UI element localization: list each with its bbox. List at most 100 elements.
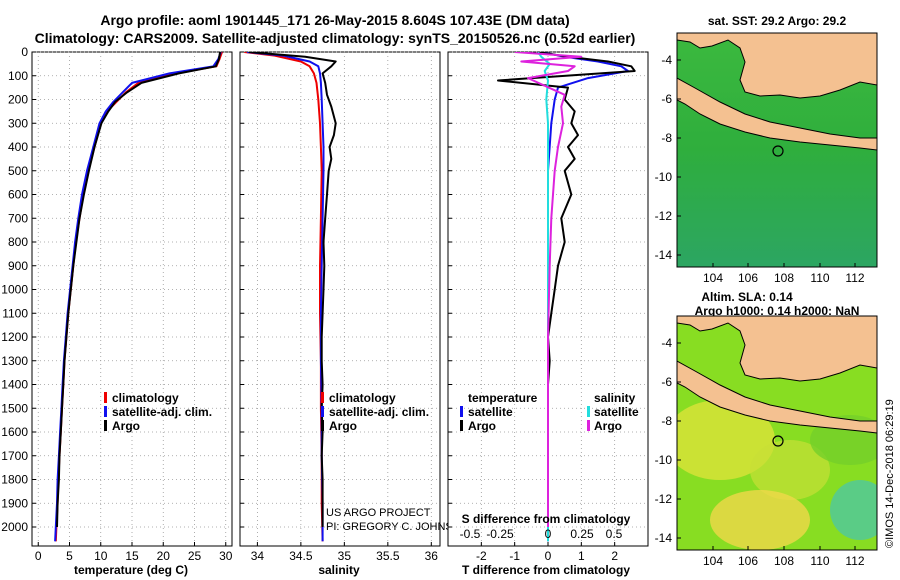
xtick-label: 30 [219, 549, 233, 563]
ytick-label: 700 [8, 211, 28, 225]
legend-s-argo-label: Argo [594, 419, 622, 433]
legend2-climatology-swatch [321, 392, 324, 403]
top-xtick-label: 0.5 [606, 527, 623, 541]
ytick-label: 1600 [1, 425, 28, 439]
sla-map-frame [676, 315, 878, 551]
depth-tick-labels: 0 100 200 300 400 500 600 700 800 900 1000 1100 1200… [1, 45, 28, 534]
xtick-label: -1 [509, 549, 520, 563]
map-xtick-label: 108 [774, 271, 794, 285]
ytick-label: 1700 [1, 449, 28, 463]
legend-temperature-title: temperature [468, 391, 538, 405]
ytick-label: 1100 [2, 306, 28, 320]
difference-legend: temperature satellite Argo salinity sate… [460, 391, 639, 433]
legend2-argo-swatch [321, 420, 324, 431]
sla-high-patch-1 [677, 400, 775, 480]
legend-t-satellite-swatch [460, 406, 463, 417]
ytick-label: 400 [8, 140, 28, 154]
xtick-label: -2 [476, 549, 487, 563]
ytick-label: 600 [8, 188, 28, 202]
map-ytick-label: -10 [655, 453, 673, 467]
ytick-label: 1300 [1, 354, 28, 368]
xtick-label: 10 [94, 549, 108, 563]
series-argo [56, 52, 222, 528]
ytick-label: 1500 [1, 401, 28, 415]
sst-map-title: sat. SST: 29.2 Argo: 29.2 [708, 14, 847, 28]
legend-argo-label: Argo [112, 419, 140, 433]
sst-land-borneo [677, 33, 877, 98]
xtick-label: 5 [66, 549, 73, 563]
ytick-label: 200 [8, 93, 28, 107]
sla-map-title-line1: Altim. SLA: 0.14 [701, 290, 793, 304]
legend-satellite-swatch [104, 406, 107, 417]
legend-s-satellite-swatch [587, 406, 590, 417]
s-difference-tick-labels: -0.5 -0.25 0 0.25 0.5 [460, 527, 623, 541]
xtick-label: 35.5 [376, 549, 400, 563]
legend-t-argo-label: Argo [468, 419, 496, 433]
ytick-label: 300 [8, 116, 28, 130]
legend-t-satellite-label: satellite [468, 405, 513, 419]
legend-climatology-label: climatology [112, 391, 179, 405]
map-xtick-label: 110 [810, 554, 829, 568]
legend2-argo-label: Argo [329, 419, 357, 433]
ytick-label: 1900 [1, 496, 28, 510]
difference-panel: -2 -1 0 1 2 -0.5 -0.25 0 0.25 0.5 S difference f… [447, 51, 649, 577]
map-xtick-label: 112 [845, 554, 864, 568]
salinity-grid [240, 51, 440, 546]
sla-argo-location-marker [772, 435, 784, 447]
sla-coastline-north [677, 322, 877, 382]
xtick-label: 20 [157, 549, 171, 563]
map-ytick-label: -8 [661, 414, 672, 428]
legend-s-argo-swatch [587, 420, 590, 431]
salinity-axes [239, 51, 441, 547]
ytick-label: 1800 [1, 473, 28, 487]
sst-coastline-java-north [677, 77, 877, 139]
top-xtick-label: -0.25 [486, 527, 514, 541]
top-xtick-label: 0 [545, 527, 552, 541]
credit-line2: PI: GREGORY C. JOHNSON [326, 521, 469, 533]
sla-map-title-line2: Argo h1000: 0.14 h2000: NaN [695, 304, 860, 318]
temperature-tick-labels: 0 5 10 15 20 25 30 [35, 549, 233, 563]
xtick-label: 1 [578, 549, 585, 563]
map-xtick-label: 104 [703, 271, 723, 285]
sst-coastline-java-south [677, 99, 877, 151]
legend2-climatology-label: climatology [329, 391, 396, 405]
xtick-label: 34 [251, 549, 265, 563]
legend-salinity-title: salinity [594, 391, 636, 405]
sst-map: sat. SST: 29.2 Argo: 29.2 104 106 108 110 11… [655, 14, 878, 285]
sst-coastline-north [677, 39, 877, 99]
ytick-label: 1200 [1, 330, 28, 344]
sst-map-frame [676, 32, 878, 268]
top-xtick-label: 0.25 [570, 527, 594, 541]
sst-map-ticks: 104 106 108 110 112 -4 -6 -8 -10 -12 -14 [655, 53, 865, 285]
xtick-label: 2 [611, 549, 618, 563]
top-xtick-label: -0.5 [460, 527, 481, 541]
map-ytick-label: -8 [661, 131, 672, 145]
ytick-label: 100 [8, 69, 28, 83]
credit-line1: US ARGO PROJECT [326, 507, 431, 519]
map-xtick-label: 110 [810, 271, 829, 285]
temperature-panel: 0100200300400500600700800900100011001200… [1, 45, 232, 577]
legend-t-argo-swatch [460, 420, 463, 431]
series-s-argo [514, 52, 583, 527]
map-ytick-label: -6 [661, 92, 672, 106]
map-ytick-label: -4 [661, 53, 672, 67]
ytick-label: 2000 [1, 520, 28, 534]
legend2-satellite-label: satellite-adj. clim. [329, 405, 429, 419]
xtick-label: 35 [338, 549, 352, 563]
sla-map: Altim. SLA: 0.14 Argo h1000: 0.14 h2000:… [655, 290, 878, 568]
temperature-legend: climatology satellite-adj. clim. Argo [104, 391, 212, 433]
xtick-label: 36 [425, 549, 439, 563]
sla-high-patch-3 [710, 490, 810, 550]
temperature-axes [31, 51, 233, 547]
s-difference-label: S difference from climatology [462, 512, 631, 526]
ytick-label: 500 [8, 164, 28, 178]
ytick-label: 1400 [1, 378, 28, 392]
figure-title-line2: Climatology: CARS2009. Satellite-adjuste… [35, 30, 636, 46]
legend-climatology-swatch [104, 392, 107, 403]
sla-coastline-java-south [677, 382, 877, 434]
ytick-label: 800 [8, 235, 28, 249]
difference-lines [497, 52, 636, 542]
map-ytick-label: -14 [655, 248, 673, 262]
ytick-label: 900 [8, 259, 28, 273]
